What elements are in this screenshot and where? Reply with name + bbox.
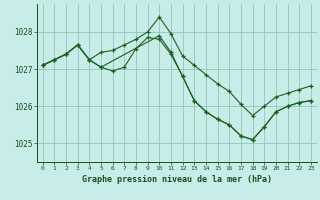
X-axis label: Graphe pression niveau de la mer (hPa): Graphe pression niveau de la mer (hPa) [82,175,272,184]
